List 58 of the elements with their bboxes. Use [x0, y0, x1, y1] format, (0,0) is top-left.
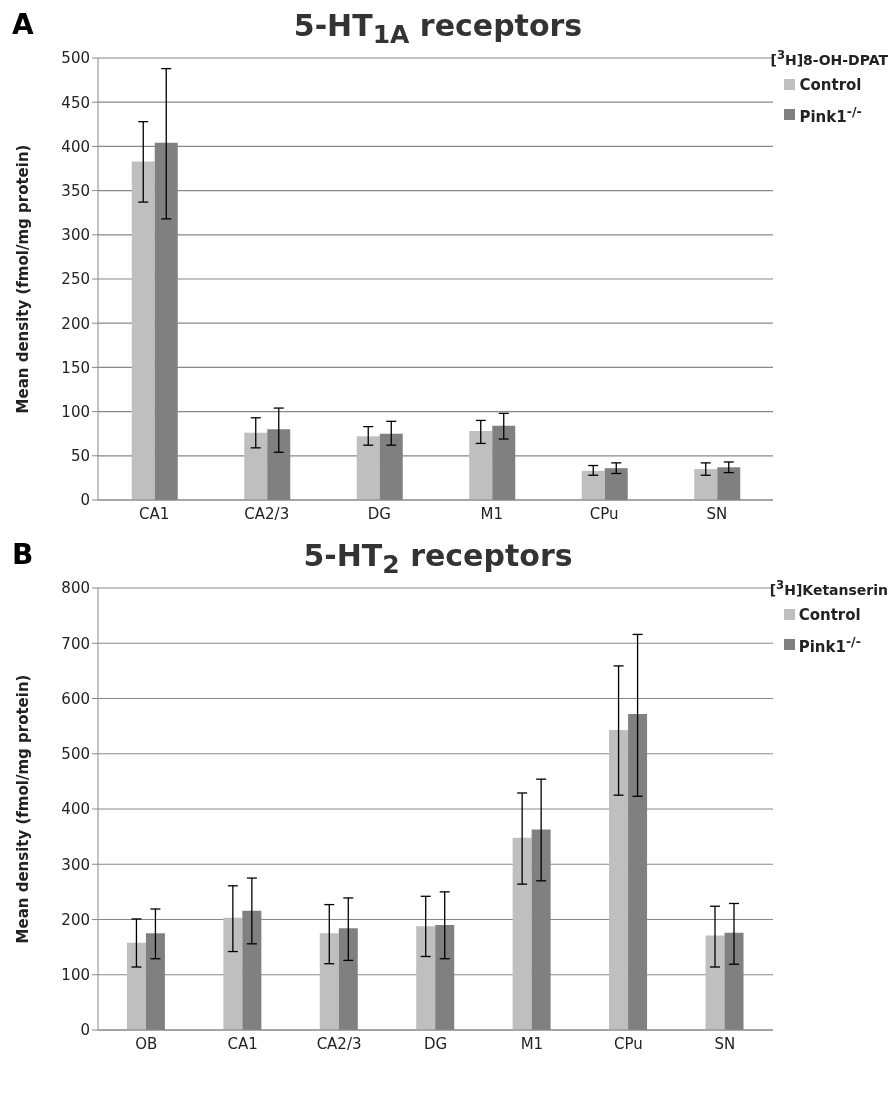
x-tick-label: OB	[135, 1034, 158, 1053]
chart-title: 5-HT$_{1A}$ receptors	[292, 8, 584, 49]
y-tick-label: 400	[61, 137, 90, 156]
y-tick-label: 350	[61, 181, 90, 200]
y-tick-label: 150	[61, 358, 90, 377]
bar	[126, 942, 146, 1030]
y-tick-label: 250	[61, 270, 90, 289]
y-tick-label: 300	[61, 226, 90, 245]
legend-title: [$^{3}$H]8-OH-DPAT	[770, 48, 888, 68]
y-tick-label: 200	[61, 910, 90, 929]
y-tick-label: 0	[80, 491, 90, 510]
y-axis-title: Mean density (fmol/mg protein)	[14, 144, 33, 414]
x-tick-label: DG	[367, 504, 391, 523]
x-tick-label: CA1	[139, 504, 170, 523]
x-tick-label: CA2/3	[244, 504, 290, 523]
y-tick-label: 450	[61, 93, 90, 112]
y-tick-label: 100	[61, 402, 90, 421]
bar	[512, 837, 532, 1030]
y-tick-label: 0	[80, 1021, 90, 1040]
bar	[705, 935, 725, 1030]
y-tick-label: 700	[61, 634, 90, 653]
bar	[356, 436, 380, 500]
bar	[244, 432, 268, 500]
bar	[581, 470, 605, 500]
x-tick-label: DG	[423, 1034, 448, 1053]
y-tick-label: 300	[61, 855, 90, 874]
x-tick-label: CA2/3	[316, 1034, 362, 1053]
bar	[694, 469, 718, 500]
bar	[223, 917, 243, 1030]
y-tick-label: 50	[70, 447, 90, 466]
x-tick-label: CPu	[589, 504, 619, 523]
legend-label: Control	[799, 75, 862, 94]
y-tick-label: 100	[61, 966, 90, 985]
y-axis-title: Mean density (fmol/mg protein)	[14, 674, 33, 944]
y-tick-label: 500	[61, 49, 90, 68]
x-tick-label: SN	[706, 504, 728, 523]
text: A	[12, 8, 34, 41]
bar	[416, 926, 436, 1030]
text: B	[12, 538, 34, 571]
legend-label: Pink1$^{-/-}$	[798, 633, 861, 656]
x-tick-label: SN	[714, 1034, 736, 1053]
bar	[469, 431, 493, 500]
y-tick-label: 600	[61, 689, 90, 708]
legend-label: Control	[798, 605, 861, 624]
legend-title: [$^{3}$H]Ketanserin	[769, 578, 888, 598]
x-tick-label: M1	[480, 504, 503, 523]
y-tick-label: 200	[61, 314, 90, 333]
chart-title: 5-HT$_{2}$ receptors	[302, 538, 574, 579]
bar	[131, 161, 155, 500]
bar	[609, 729, 629, 1030]
y-tick-label: 800	[61, 579, 90, 598]
x-tick-label: CA1	[227, 1034, 258, 1053]
x-tick-label: M1	[520, 1034, 544, 1053]
legend-label: Pink1$^{-/-}$	[799, 103, 862, 126]
y-tick-label: 400	[61, 800, 90, 819]
y-tick-label: 500	[61, 745, 90, 764]
x-tick-label: CPu	[613, 1034, 643, 1053]
bar	[319, 933, 339, 1030]
